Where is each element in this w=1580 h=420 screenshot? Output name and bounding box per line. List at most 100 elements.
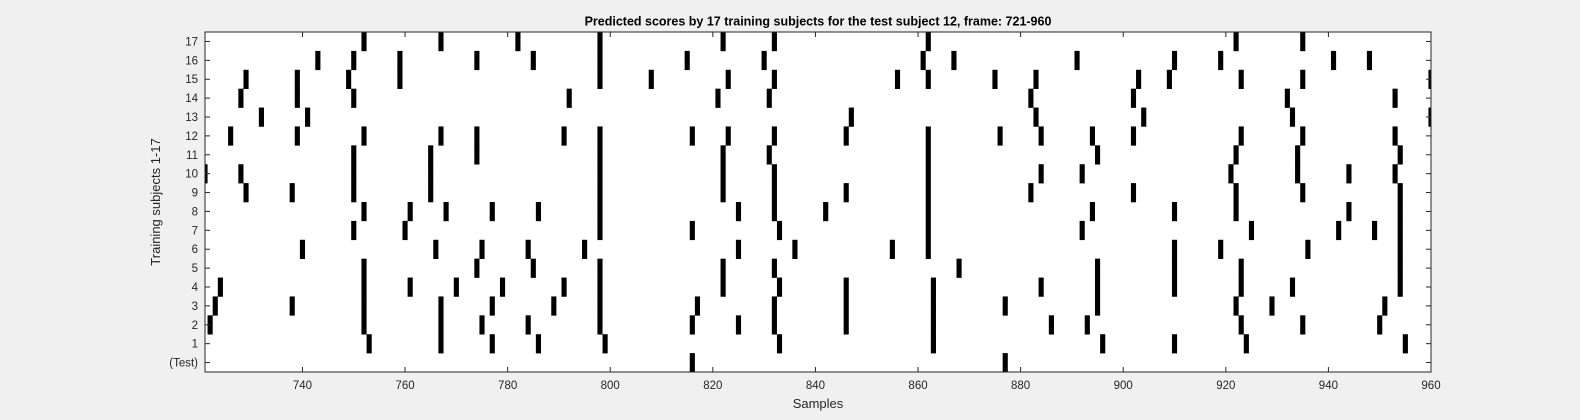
- raster-mark: [1084, 315, 1090, 335]
- y-tick-label: 8: [192, 206, 198, 218]
- raster-mark: [1218, 239, 1224, 259]
- raster-mark: [238, 164, 244, 184]
- raster-mark: [597, 296, 603, 316]
- raster-mark: [1305, 239, 1311, 259]
- raster-mark: [1171, 202, 1178, 222]
- raster-mark: [1300, 69, 1306, 89]
- raster-mark: [294, 88, 300, 108]
- x-tick-label: 960: [1421, 380, 1440, 392]
- raster-mark: [889, 239, 895, 259]
- raster-mark: [438, 32, 444, 52]
- raster-mark: [720, 164, 726, 184]
- raster-mark: [992, 69, 998, 89]
- x-tick-label: 820: [703, 380, 722, 392]
- raster-mark: [597, 183, 603, 203]
- raster-mark: [1033, 107, 1039, 127]
- raster-mark: [561, 277, 567, 297]
- y-tick-label: 5: [192, 263, 198, 275]
- raster-mark: [551, 296, 557, 316]
- raster-mark: [720, 277, 726, 297]
- raster-mark: [823, 202, 829, 222]
- raster-mark: [1397, 239, 1403, 259]
- raster-mark: [1171, 334, 1178, 354]
- raster-mark: [930, 315, 936, 335]
- raster-mark: [433, 239, 439, 259]
- raster-mark: [1038, 277, 1044, 297]
- raster-mark: [361, 32, 367, 52]
- raster-mark: [1248, 220, 1255, 241]
- raster-mark: [771, 164, 777, 184]
- raster-mark: [1238, 69, 1244, 89]
- x-tick-label: 860: [908, 380, 927, 392]
- raster-mark: [689, 315, 695, 335]
- raster-mark: [474, 126, 480, 146]
- raster-mark: [720, 183, 726, 203]
- raster-mark: [1243, 334, 1249, 354]
- raster-mark: [1233, 32, 1239, 52]
- raster-mark: [258, 107, 264, 127]
- y-tick-label: 2: [192, 320, 198, 332]
- raster-mark: [474, 145, 480, 165]
- raster-mark: [735, 239, 742, 259]
- raster-mark: [925, 164, 931, 184]
- raster-mark: [361, 258, 367, 278]
- raster-mark: [289, 296, 295, 316]
- raster-mark: [771, 183, 777, 203]
- y-axis-label: Training subjects 1-17: [148, 138, 163, 265]
- raster-mark: [735, 315, 742, 335]
- raster-mark: [848, 107, 854, 127]
- y-tick-label: 3: [192, 301, 198, 313]
- raster-mark: [535, 334, 541, 354]
- raster-mark: [1171, 277, 1178, 297]
- raster-mark: [1233, 296, 1239, 316]
- raster-mark: [228, 126, 234, 146]
- chart-title: Predicted scores by 17 training subjects…: [585, 15, 1052, 29]
- raster-mark: [1048, 315, 1054, 335]
- raster-mark: [1372, 220, 1378, 241]
- raster-mark: [530, 258, 536, 278]
- raster-mark: [1346, 164, 1352, 184]
- x-tick-label: 900: [1114, 380, 1133, 392]
- raster-mark: [407, 277, 413, 297]
- raster-mark: [597, 164, 603, 184]
- raster-mark: [1377, 315, 1383, 335]
- y-tick-label: 12: [185, 131, 198, 143]
- raster-mark: [1095, 145, 1101, 165]
- raster-mark: [479, 315, 485, 335]
- y-tick-label: 17: [185, 36, 198, 48]
- raster-mark: [1269, 296, 1275, 316]
- raster-mark: [1100, 334, 1106, 354]
- raster-mark: [474, 50, 480, 71]
- raster-mark: [1166, 69, 1172, 89]
- x-tick-label: 780: [498, 380, 517, 392]
- raster-mark: [294, 69, 300, 89]
- raster-mark: [1228, 164, 1234, 184]
- raster-mark: [1346, 202, 1352, 222]
- raster-mark: [1089, 126, 1095, 146]
- raster-mark: [294, 126, 300, 146]
- raster-mark: [771, 202, 777, 222]
- raster-mark: [597, 50, 603, 71]
- x-axis-label: Samples: [793, 396, 844, 411]
- raster-mark: [597, 315, 603, 335]
- raster-mark: [735, 202, 742, 222]
- raster-mark: [597, 69, 603, 89]
- raster-mark: [1233, 183, 1239, 203]
- raster-mark: [1095, 277, 1101, 297]
- raster-mark: [771, 69, 777, 89]
- raster-mark: [1028, 88, 1034, 108]
- raster-mark: [530, 50, 536, 71]
- raster-mark: [428, 183, 434, 203]
- y-tick-label: 11: [186, 150, 198, 162]
- raster-mark: [689, 126, 695, 146]
- raster-mark: [925, 183, 931, 203]
- raster-mark: [694, 296, 701, 316]
- raster-mark: [1402, 334, 1408, 354]
- y-tick-label: 1: [192, 339, 198, 351]
- raster-mark: [243, 69, 249, 89]
- x-tick-label: 920: [1216, 380, 1235, 392]
- raster-mark: [771, 126, 777, 146]
- raster-mark: [1397, 202, 1403, 222]
- raster-mark: [489, 202, 495, 222]
